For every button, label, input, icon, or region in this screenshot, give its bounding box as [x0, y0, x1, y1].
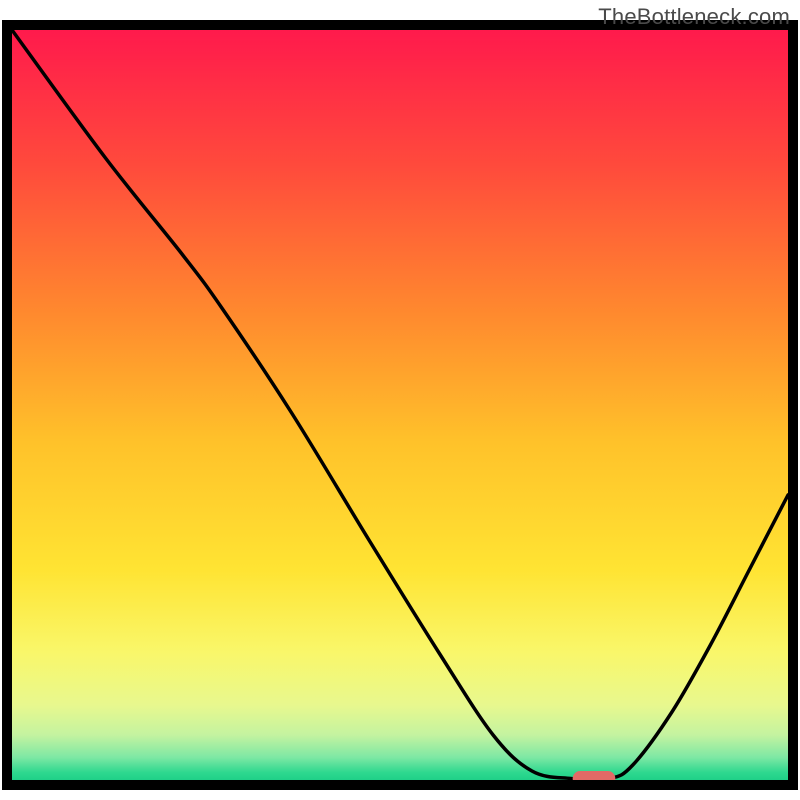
chart-stage: TheBottleneck.com	[0, 0, 800, 800]
watermark-text: TheBottleneck.com	[598, 4, 790, 30]
chart-background	[12, 30, 788, 780]
bottleneck-chart	[0, 0, 800, 800]
